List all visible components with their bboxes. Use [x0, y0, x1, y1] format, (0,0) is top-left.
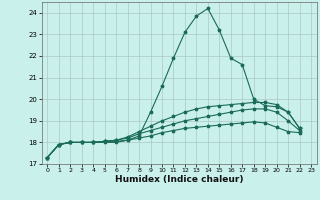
X-axis label: Humidex (Indice chaleur): Humidex (Indice chaleur): [115, 175, 244, 184]
